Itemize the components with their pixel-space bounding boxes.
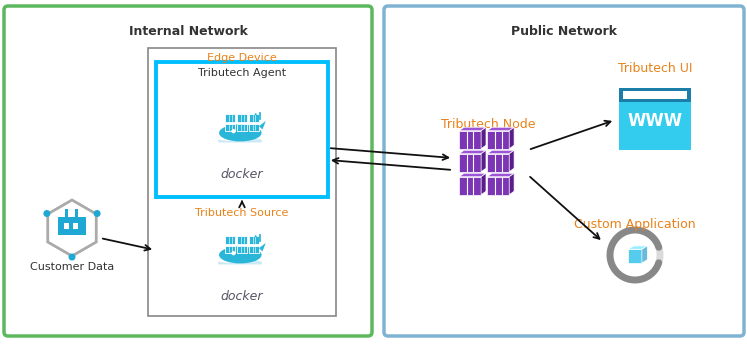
Bar [249, 124, 259, 131]
Text: docker: docker [221, 168, 263, 181]
Bar [249, 246, 259, 253]
Bar [225, 124, 235, 131]
Text: docker: docker [221, 290, 263, 303]
Circle shape [232, 129, 235, 133]
Bar [459, 154, 481, 172]
Bar [628, 249, 642, 263]
Bar [487, 131, 509, 149]
Text: Internal Network: Internal Network [128, 25, 247, 38]
Bar [619, 88, 691, 150]
Polygon shape [487, 127, 514, 131]
Polygon shape [459, 150, 486, 154]
Polygon shape [459, 173, 486, 177]
Bar [73, 224, 78, 229]
Polygon shape [481, 173, 486, 195]
Polygon shape [487, 173, 514, 177]
Polygon shape [509, 173, 514, 195]
Text: Customer Data: Customer Data [30, 262, 114, 272]
Ellipse shape [219, 125, 261, 141]
Bar [487, 154, 509, 172]
Bar [65, 209, 68, 217]
Polygon shape [642, 246, 648, 263]
Polygon shape [487, 150, 514, 154]
Text: Tributech Agent: Tributech Agent [198, 68, 286, 78]
Bar [64, 224, 69, 229]
Polygon shape [509, 127, 514, 149]
Bar [225, 114, 235, 122]
Text: Public Network: Public Network [511, 25, 617, 38]
Text: Tributech Source: Tributech Source [195, 208, 288, 218]
Text: Edge Device: Edge Device [207, 53, 277, 63]
Bar [619, 88, 691, 102]
Ellipse shape [219, 246, 261, 263]
Bar [487, 177, 509, 195]
Bar [459, 131, 481, 149]
Text: Tributech UI: Tributech UI [618, 62, 692, 75]
Bar [58, 217, 86, 235]
Circle shape [93, 210, 101, 217]
Bar [237, 246, 247, 253]
Circle shape [69, 254, 75, 260]
Polygon shape [481, 127, 486, 149]
Text: WWW: WWW [627, 112, 683, 130]
Bar [237, 124, 247, 131]
Bar [225, 236, 235, 244]
Polygon shape [628, 246, 648, 249]
Polygon shape [259, 121, 266, 129]
Bar [237, 114, 247, 122]
Bar [249, 236, 259, 244]
Bar [237, 236, 247, 244]
Bar [249, 114, 259, 122]
Polygon shape [509, 150, 514, 172]
Bar [156, 62, 328, 197]
Bar [623, 91, 687, 99]
Circle shape [43, 210, 50, 217]
Bar [225, 246, 235, 253]
Polygon shape [481, 150, 486, 172]
Polygon shape [48, 200, 96, 256]
Text: Custom Application: Custom Application [574, 218, 695, 231]
Polygon shape [259, 243, 266, 252]
Polygon shape [459, 127, 486, 131]
Bar [148, 48, 336, 316]
Bar [459, 177, 481, 195]
Bar [75, 209, 78, 217]
Circle shape [232, 251, 235, 255]
Text: Tributech Node: Tributech Node [441, 118, 536, 131]
